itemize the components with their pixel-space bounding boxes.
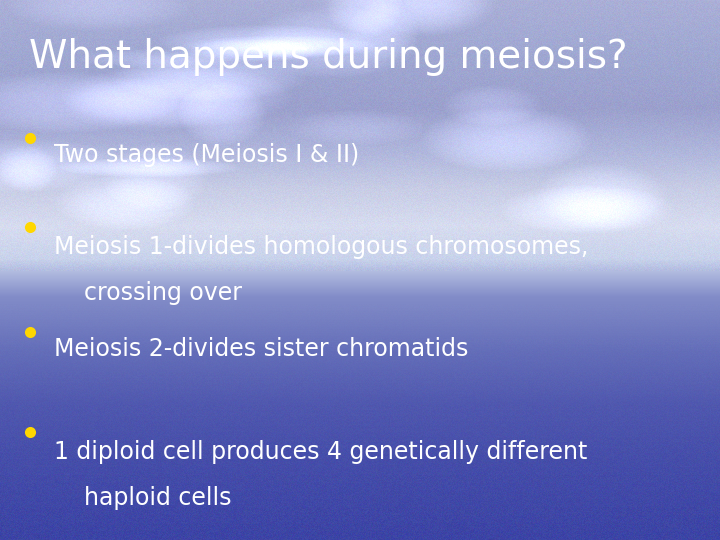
- Text: haploid cells: haploid cells: [54, 486, 232, 510]
- Text: Meiosis 2-divides sister chromatids: Meiosis 2-divides sister chromatids: [54, 338, 469, 361]
- Text: What happens during meiosis?: What happens during meiosis?: [29, 38, 627, 76]
- Text: crossing over: crossing over: [54, 281, 242, 305]
- Text: 1 diploid cell produces 4 genetically different: 1 diploid cell produces 4 genetically di…: [54, 440, 588, 464]
- Text: Meiosis 1-divides homologous chromosomes,: Meiosis 1-divides homologous chromosomes…: [54, 235, 588, 259]
- Text: Two stages (Meiosis I & II): Two stages (Meiosis I & II): [54, 143, 359, 167]
